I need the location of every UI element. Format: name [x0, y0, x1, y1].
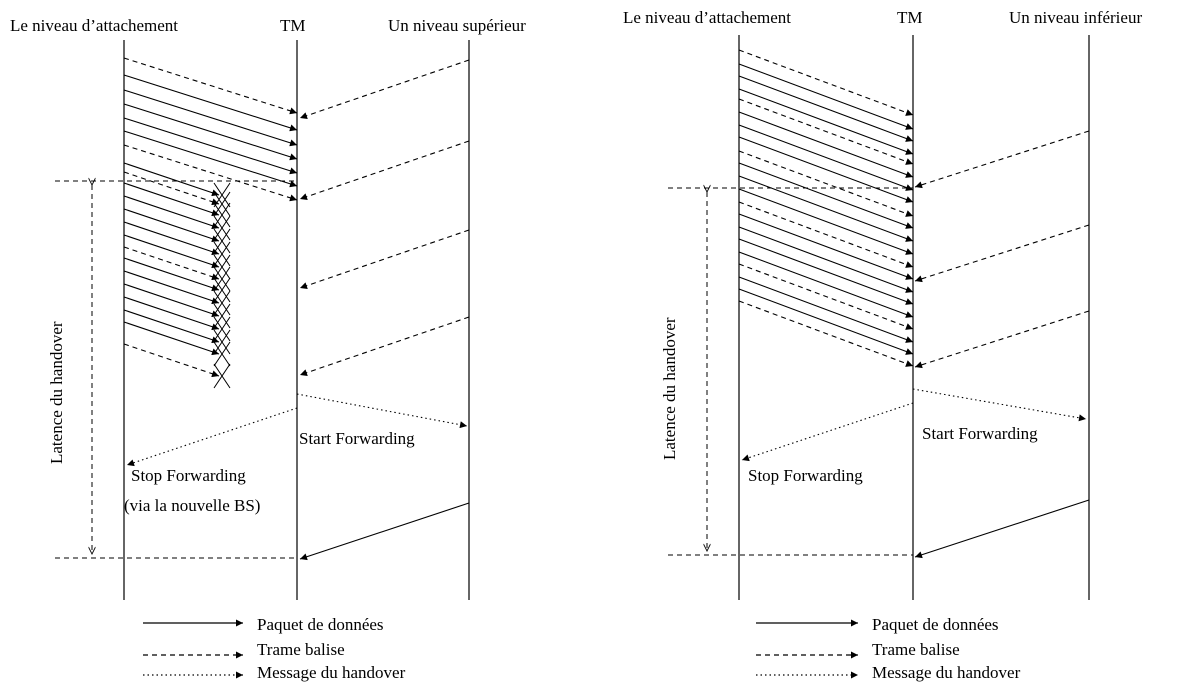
lost-beacon-arrow — [123, 246, 220, 281]
legend-data-packet-label: Paquet de données — [872, 615, 999, 634]
lost-data-packet-arrow — [123, 321, 220, 356]
lost-packet-cross — [213, 228, 231, 254]
lost-data-packet-arrow — [123, 296, 220, 331]
data-packet-arrow — [738, 226, 914, 293]
data-packet-arrow — [738, 238, 914, 305]
lost-data-packet-arrow — [123, 270, 220, 305]
legend-handover-msg-label: Message du handover — [872, 663, 1021, 682]
start-forwarding-arrow — [296, 393, 468, 429]
data-packet-arrow — [738, 162, 914, 229]
data-packet-arrow — [738, 251, 914, 318]
lost-packet-cross — [213, 341, 231, 367]
lost-data-packet-arrow — [123, 195, 220, 230]
lost-packet-cross — [213, 316, 231, 342]
legend-beacon-label: Trame balise — [872, 640, 960, 659]
data-packet-arrow — [123, 117, 298, 175]
lost-packet-cross — [213, 290, 231, 316]
right-message-arrows — [738, 49, 1090, 559]
lost-data-packet-arrow — [123, 162, 220, 197]
upper-beacon-arrow — [299, 59, 470, 120]
left-latency-label: Latence du handover — [47, 321, 66, 464]
lost-packet-cross — [213, 329, 231, 355]
left-legend: Paquet de données Trame balise Message d… — [143, 615, 406, 682]
upper-beacon-arrow — [299, 229, 470, 290]
data-packet-arrow — [738, 175, 914, 242]
legend-handover-msg-label: Message du handover — [257, 663, 406, 682]
right-col-tm-label: TM — [897, 8, 923, 27]
left-lost-packet-crosses — [213, 182, 231, 389]
left-stop-forwarding-note: (via la nouvelle BS) — [124, 496, 260, 515]
data-packet-arrow — [123, 89, 298, 147]
data-packet-arrow — [738, 75, 914, 142]
data-packet-arrow — [738, 124, 914, 191]
lost-packet-cross — [213, 202, 231, 228]
stop-forwarding-arrow — [126, 407, 298, 467]
data-packet-arrow — [123, 74, 298, 132]
beacon-arrow — [123, 144, 298, 202]
lower-beacon-arrow — [914, 130, 1090, 189]
data-packet-arrow — [738, 276, 914, 343]
beacon-arrow — [738, 300, 914, 367]
right-stop-forwarding-label: Stop Forwarding — [748, 466, 863, 485]
lost-packet-cross — [213, 303, 231, 329]
lost-packet-cross — [213, 277, 231, 303]
legend-data-packet-label: Paquet de données — [257, 615, 384, 634]
data-packet-arrow — [123, 103, 298, 161]
lost-packet-cross — [213, 191, 231, 217]
lost-packet-cross — [213, 266, 231, 292]
upper-beacon-arrow — [299, 316, 470, 377]
lost-data-packet-arrow — [123, 234, 220, 269]
left-message-arrows — [123, 57, 470, 561]
lost-data-packet-arrow — [123, 283, 220, 318]
right-start-forwarding-label: Start Forwarding — [922, 424, 1038, 443]
legend-beacon-label: Trame balise — [257, 640, 345, 659]
left-col-attach-label: Le niveau d’attachement — [10, 16, 178, 35]
upper-beacon-arrow — [299, 140, 470, 201]
lower-beacon-arrow — [914, 310, 1090, 369]
left-col-upper-label: Un niveau supérieur — [388, 16, 526, 35]
beacon-arrow — [738, 98, 914, 165]
lost-packet-cross — [213, 215, 231, 241]
stop-forwarding-arrow — [741, 402, 914, 462]
data-packet-arrow — [738, 188, 914, 255]
lost-data-packet-arrow — [123, 208, 220, 243]
beacon-arrow — [738, 150, 914, 217]
lost-data-packet-arrow — [123, 309, 220, 344]
beacon-arrow — [738, 263, 914, 330]
lost-beacon-arrow — [123, 343, 220, 378]
lost-beacon-arrow — [123, 171, 220, 206]
right-legend: Paquet de données Trame balise Message d… — [756, 615, 1021, 682]
lost-data-packet-arrow — [123, 182, 220, 217]
data-packet-arrow — [738, 111, 914, 178]
data-packet-arrow — [123, 130, 298, 188]
beacon-arrow — [738, 201, 914, 268]
data-packet-arrow — [738, 213, 914, 280]
data-packet-arrow — [738, 63, 914, 130]
lost-packet-cross — [213, 182, 231, 208]
resumed-data-arrow — [299, 502, 470, 561]
right-latency-label: Latence du handover — [660, 317, 679, 460]
resumed-data-arrow — [914, 499, 1090, 559]
left-start-forwarding-label: Start Forwarding — [299, 429, 415, 448]
left-col-tm-label: TM — [280, 16, 306, 35]
lost-data-packet-arrow — [123, 221, 220, 256]
left-diagram: Le niveau d’attachement TM Un niveau sup… — [10, 16, 526, 682]
lost-data-packet-arrow — [123, 257, 220, 292]
left-stop-forwarding-label: Stop Forwarding — [131, 466, 246, 485]
lower-beacon-arrow — [914, 224, 1090, 283]
beacon-arrow — [123, 57, 298, 115]
lost-packet-cross — [213, 363, 231, 389]
right-diagram: Le niveau d’attachement TM Un niveau inf… — [623, 8, 1142, 682]
data-packet-arrow — [738, 288, 914, 355]
data-packet-arrow — [738, 88, 914, 155]
lost-packet-cross — [213, 241, 231, 267]
start-forwarding-arrow — [912, 388, 1087, 422]
lost-packet-cross — [213, 254, 231, 280]
right-col-lower-label: Un niveau inférieur — [1009, 8, 1142, 27]
right-col-attach-label: Le niveau d’attachement — [623, 8, 791, 27]
data-packet-arrow — [738, 136, 914, 203]
beacon-arrow — [738, 49, 914, 116]
